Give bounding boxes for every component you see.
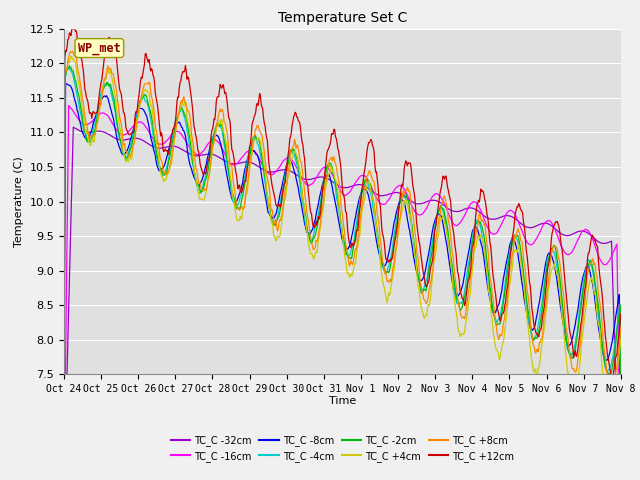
TC_C +8cm	[444, 209, 451, 215]
TC_C +8cm	[335, 177, 342, 182]
Y-axis label: Temperature (C): Temperature (C)	[14, 156, 24, 247]
TC_C +4cm	[67, 53, 75, 59]
TC_C -2cm	[60, 351, 68, 357]
TC_C +8cm	[389, 265, 397, 271]
TC_C -32cm	[444, 205, 451, 211]
TC_C +12cm	[444, 184, 451, 190]
TC_C -4cm	[64, 64, 72, 70]
TC_C -2cm	[335, 199, 342, 204]
Line: TC_C -16cm: TC_C -16cm	[64, 106, 621, 480]
TC_C -2cm	[389, 251, 397, 256]
TC_C -16cm	[444, 208, 451, 214]
TC_C +12cm	[68, 24, 76, 29]
TC_C +12cm	[207, 134, 215, 140]
TC_C -16cm	[335, 184, 342, 190]
TC_C -8cm	[60, 406, 68, 411]
TC_C -8cm	[566, 341, 574, 347]
TC_C -16cm	[207, 138, 215, 144]
TC_C +4cm	[444, 233, 451, 239]
Legend: TC_C -32cm, TC_C -16cm, TC_C -8cm, TC_C -4cm, TC_C -2cm, TC_C +4cm, TC_C +8cm, T: TC_C -32cm, TC_C -16cm, TC_C -8cm, TC_C …	[167, 431, 518, 466]
Line: TC_C -2cm: TC_C -2cm	[64, 66, 621, 480]
TC_C +4cm	[617, 336, 625, 342]
Line: TC_C +12cm: TC_C +12cm	[64, 26, 621, 479]
TC_C -4cm	[183, 128, 191, 133]
TC_C -8cm	[335, 217, 342, 223]
TC_C -8cm	[63, 81, 70, 87]
Line: TC_C -32cm: TC_C -32cm	[64, 127, 621, 480]
TC_C +8cm	[183, 106, 191, 111]
Text: WP_met: WP_met	[78, 42, 121, 55]
TC_C +12cm	[335, 148, 342, 154]
TC_C -32cm	[183, 149, 191, 155]
TC_C -4cm	[60, 348, 68, 354]
TC_C -32cm	[566, 232, 574, 238]
X-axis label: Time: Time	[329, 396, 356, 406]
Line: TC_C -8cm: TC_C -8cm	[64, 84, 621, 480]
TC_C -32cm	[335, 183, 342, 189]
TC_C -4cm	[207, 143, 215, 149]
TC_C -8cm	[183, 144, 191, 150]
TC_C -2cm	[207, 147, 215, 153]
TC_C -2cm	[566, 351, 574, 357]
Title: Temperature Set C: Temperature Set C	[278, 11, 407, 25]
TC_C +8cm	[207, 157, 215, 163]
TC_C -8cm	[389, 229, 397, 235]
Line: TC_C +8cm: TC_C +8cm	[64, 51, 621, 480]
TC_C -2cm	[65, 63, 73, 69]
TC_C +12cm	[566, 332, 574, 338]
TC_C -4cm	[566, 351, 574, 357]
Line: TC_C -4cm: TC_C -4cm	[64, 67, 621, 480]
TC_C +12cm	[183, 76, 191, 82]
TC_C -16cm	[183, 141, 191, 146]
TC_C -4cm	[389, 243, 397, 249]
TC_C -4cm	[444, 235, 451, 241]
TC_C -16cm	[389, 190, 397, 196]
TC_C -8cm	[207, 140, 215, 146]
TC_C +4cm	[566, 386, 574, 392]
TC_C +12cm	[617, 311, 625, 316]
TC_C -32cm	[389, 190, 397, 196]
TC_C -32cm	[69, 124, 77, 130]
TC_C -4cm	[335, 206, 342, 212]
TC_C +8cm	[68, 48, 76, 54]
TC_C +4cm	[335, 197, 342, 203]
TC_C +4cm	[389, 274, 397, 279]
TC_C +12cm	[389, 254, 397, 260]
TC_C +12cm	[60, 476, 68, 480]
TC_C -32cm	[207, 151, 215, 157]
TC_C -8cm	[444, 247, 451, 253]
TC_C -2cm	[183, 118, 191, 124]
TC_C +4cm	[207, 160, 215, 166]
TC_C -16cm	[65, 103, 72, 108]
TC_C +8cm	[566, 356, 574, 362]
Line: TC_C +4cm: TC_C +4cm	[64, 56, 621, 480]
TC_C +8cm	[617, 324, 625, 330]
TC_C -16cm	[566, 251, 574, 256]
TC_C +4cm	[183, 116, 191, 121]
TC_C -2cm	[444, 226, 451, 231]
